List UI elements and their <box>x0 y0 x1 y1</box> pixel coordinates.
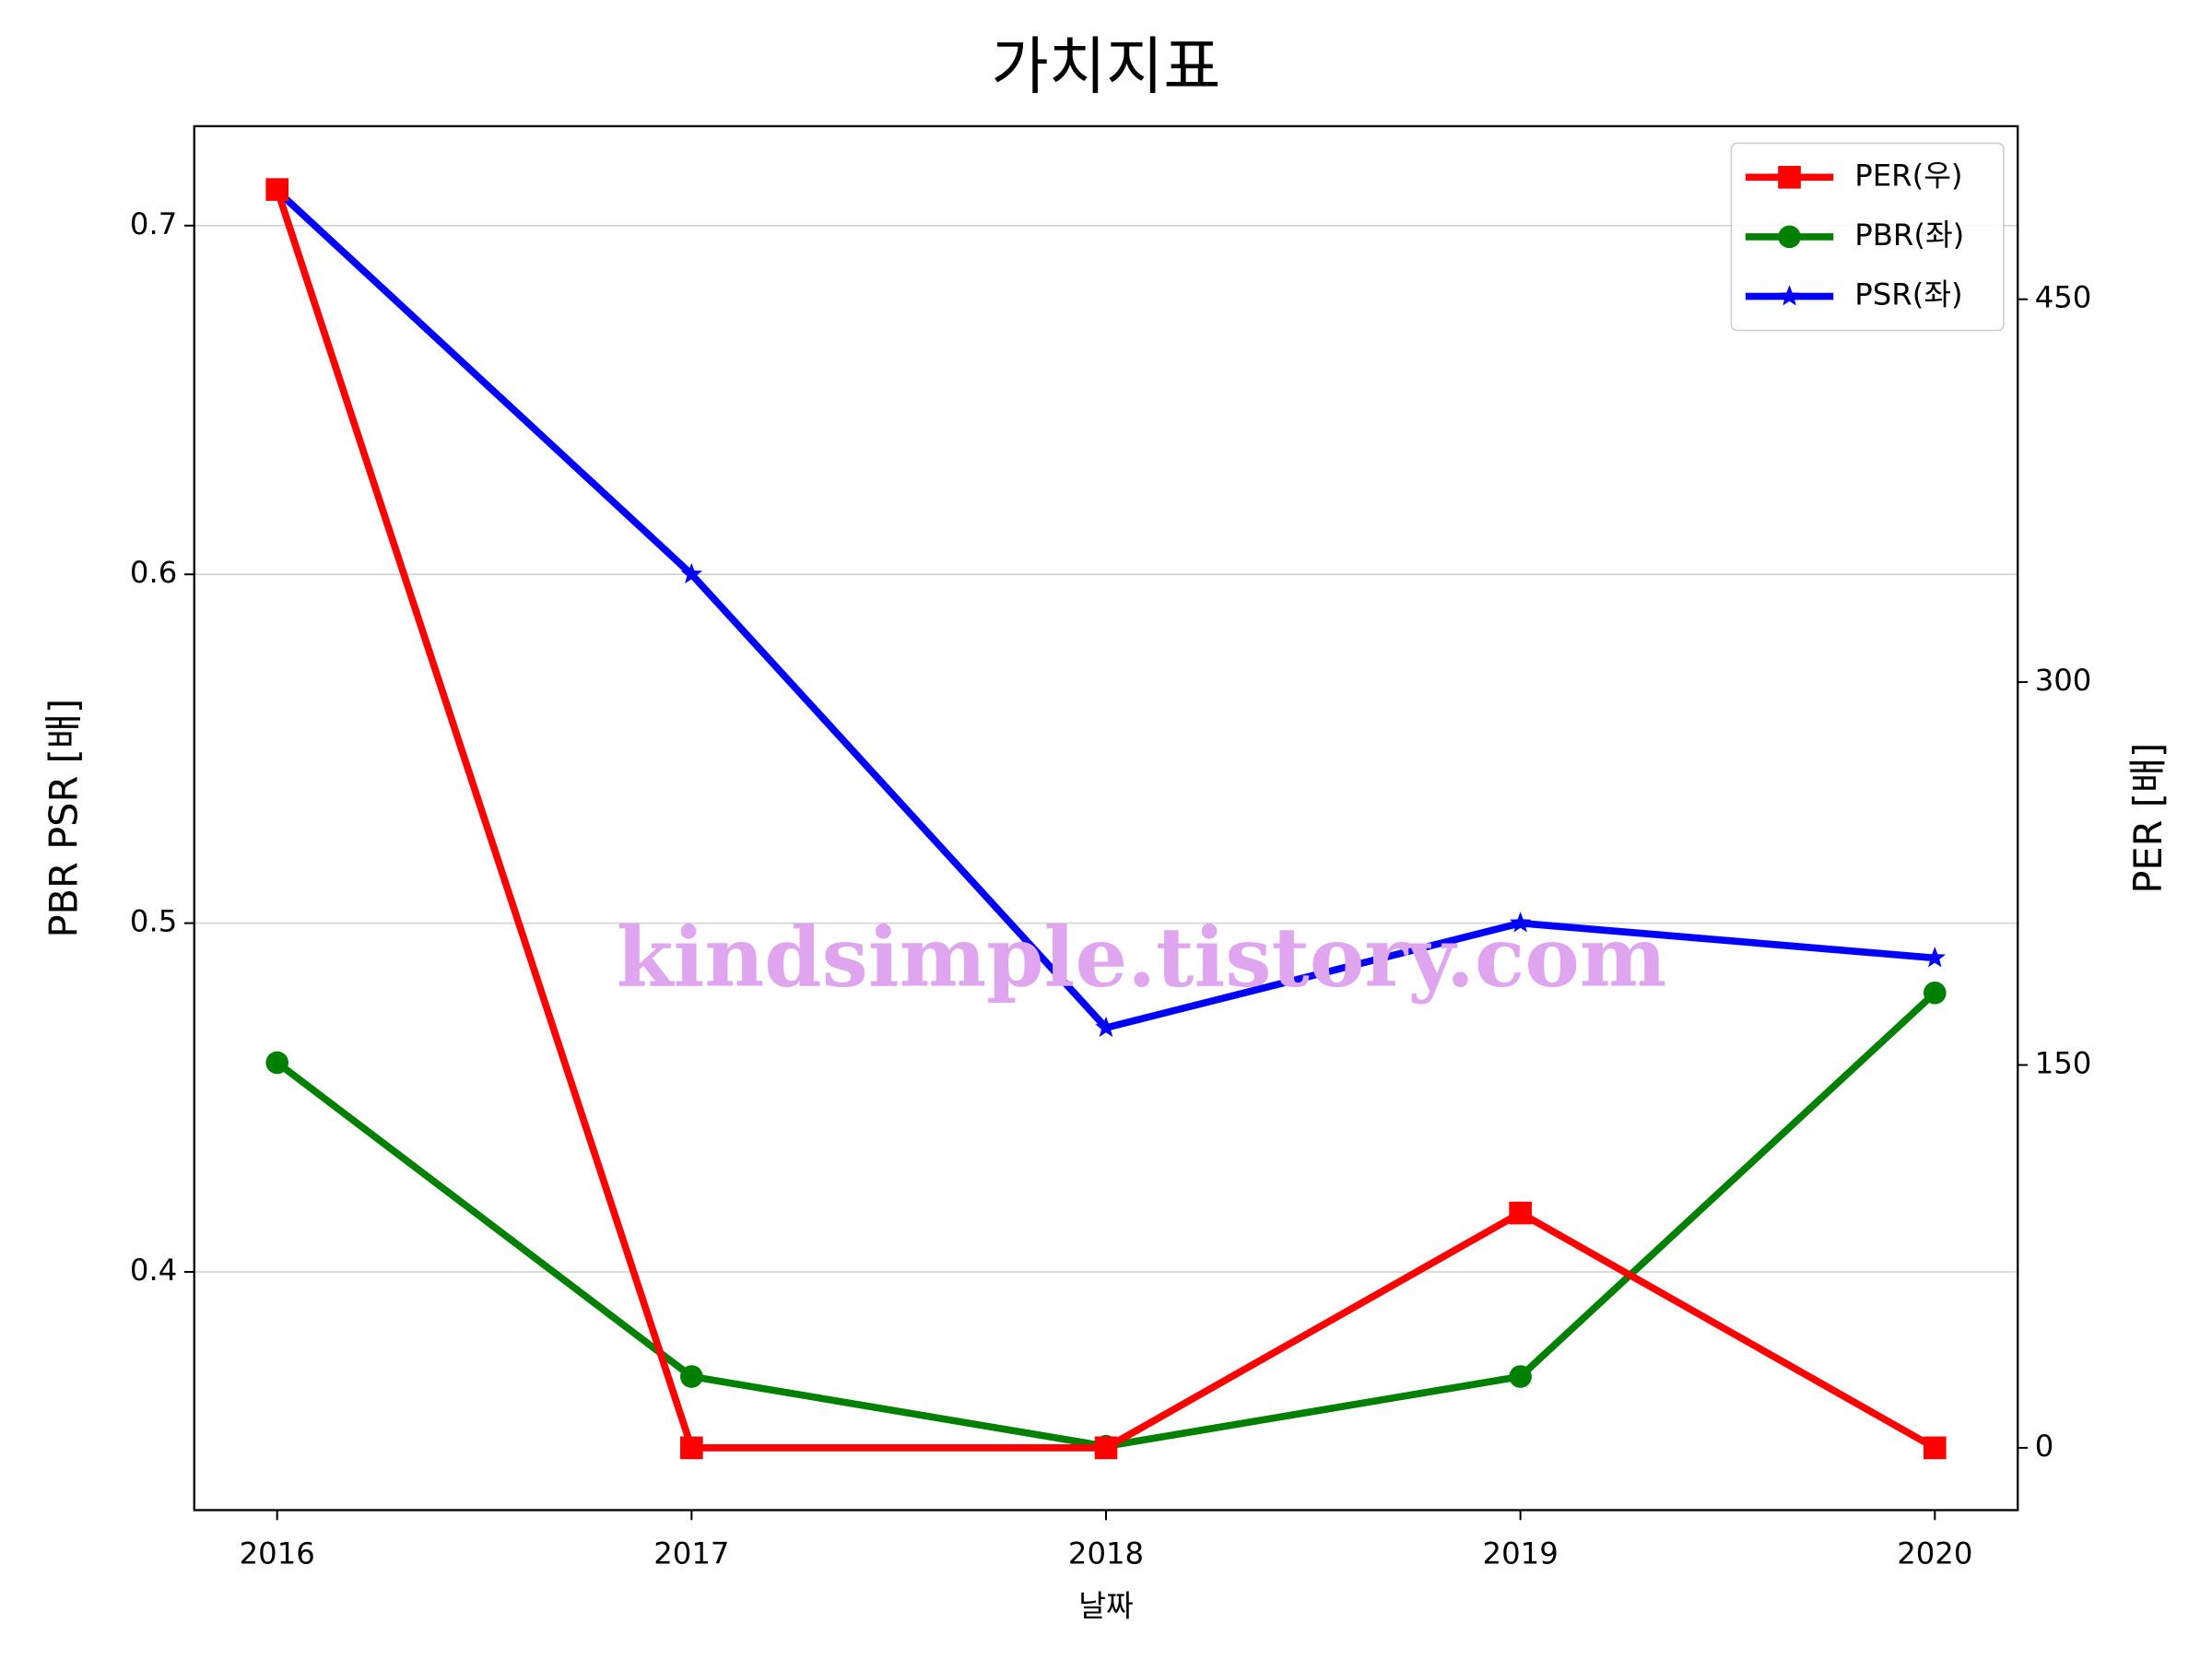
y2-tick-label: 450 <box>2035 280 2092 315</box>
marker <box>1923 981 1947 1005</box>
series-line <box>275 990 1937 1451</box>
y2-axis-label: PER [배] <box>2125 743 2171 894</box>
marker <box>1509 912 1532 933</box>
y-tick-label: 0.6 <box>130 555 177 590</box>
y2-tick-label: 300 <box>2035 663 2092 698</box>
x-tick-label: 2018 <box>1068 1536 1144 1571</box>
marker <box>1509 1365 1532 1388</box>
chart-title: 가치지표 <box>991 29 1220 102</box>
y-tick-label: 0.5 <box>130 904 177 939</box>
x-tick-label: 2016 <box>240 1536 315 1571</box>
marker <box>680 1436 703 1460</box>
marker <box>1923 1436 1947 1460</box>
marker <box>1509 1201 1532 1225</box>
x-axis-label: 날짜 <box>1078 1589 1133 1624</box>
legend-label: PBR(좌) <box>1854 218 1964 253</box>
legend-marker <box>1778 285 1801 306</box>
legend-marker <box>1778 225 1801 249</box>
marker <box>680 562 703 584</box>
x-tick-label: 2019 <box>1483 1536 1559 1571</box>
x-tick-label: 2017 <box>653 1536 729 1571</box>
legend-label: PSR(좌) <box>1854 277 1962 312</box>
plot-frame <box>193 124 2019 1512</box>
marker <box>1095 1016 1117 1038</box>
y-axis-label: PBR PSR [배] <box>41 699 86 938</box>
legend-box <box>1730 142 2005 332</box>
series-line <box>275 188 1936 1031</box>
y2-tick-label: 150 <box>2035 1045 2092 1080</box>
marker <box>265 178 289 201</box>
marker <box>265 1051 289 1075</box>
legend-label: PER(우) <box>1854 158 1962 193</box>
marker <box>680 1365 703 1388</box>
watermark: kindsimple.tistory.com <box>617 910 1667 1006</box>
y2-tick-label: 0 <box>2035 1429 2054 1464</box>
legend: PER(우) PBR(좌) PSR(좌) <box>1730 142 2005 332</box>
marker <box>1924 947 1946 968</box>
y-tick-label: 0.4 <box>130 1253 177 1288</box>
x-tick-label: 2020 <box>1897 1536 1972 1571</box>
legend-marker <box>1778 166 1801 189</box>
marker <box>1094 1436 1118 1460</box>
series-line <box>274 188 1937 1452</box>
y-tick-label: 0.7 <box>130 206 177 241</box>
